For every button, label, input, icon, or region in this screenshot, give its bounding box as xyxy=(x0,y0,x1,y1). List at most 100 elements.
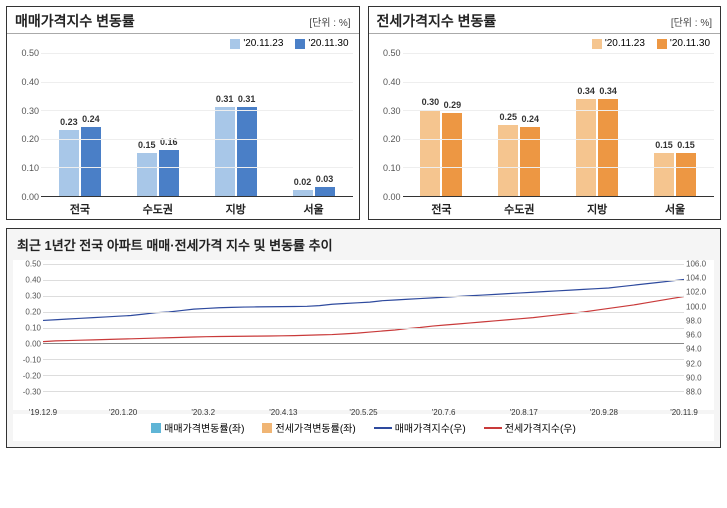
legend-item: 전세가격지수(우) xyxy=(484,420,576,435)
y-tick: 0.00 xyxy=(383,192,401,202)
legend-swatch xyxy=(484,427,502,429)
bar-value: 0.02 xyxy=(294,177,312,187)
bar: 0.03 xyxy=(315,187,335,196)
bar: 0.25 xyxy=(498,125,518,197)
bar-group: 0.020.03 xyxy=(275,53,353,196)
x-label: 수도권 xyxy=(119,201,197,217)
y-tick-left: 0.30 xyxy=(25,292,41,301)
bar-group: 0.340.34 xyxy=(558,53,636,196)
x-label: 전국 xyxy=(41,201,119,217)
legend-swatch xyxy=(262,423,272,433)
y-tick: 0.40 xyxy=(21,77,39,87)
legend-label: '20.11.23 xyxy=(243,38,283,49)
bar: 0.02 xyxy=(293,190,313,196)
chart-area: 0.000.100.200.300.400.50 0.230.240.150.1… xyxy=(7,49,359,219)
plot: 0.300.290.250.240.340.340.150.15 xyxy=(403,53,715,197)
chart-area: 0.000.100.200.300.400.50 0.300.290.250.2… xyxy=(369,49,721,219)
panel-title: 전세가격지수 변동률 xyxy=(377,11,497,31)
legend-label: 전세가격변동률(좌) xyxy=(275,420,355,435)
legend-item: 전세가격변동률(좌) xyxy=(262,420,355,435)
legend-item: '20.11.30 xyxy=(657,38,710,49)
x-labels: 전국수도권지방서울 xyxy=(403,201,715,217)
legend-label: '20.11.30 xyxy=(670,38,710,49)
bar: 0.16 xyxy=(159,150,179,196)
bar: 0.31 xyxy=(237,107,257,196)
bar: 0.24 xyxy=(81,127,101,196)
panel-header: 전세가격지수 변동률 [단위 : %] xyxy=(369,7,721,34)
y-tick-left: -0.10 xyxy=(23,356,41,365)
x-label: '20.8.17 xyxy=(510,408,538,417)
y-tick-left: 0.40 xyxy=(25,276,41,285)
bar-group: 0.310.31 xyxy=(197,53,275,196)
legend-swatch xyxy=(151,423,161,433)
y-tick-left: 0.20 xyxy=(25,308,41,317)
x-label: 전국 xyxy=(403,201,481,217)
x-labels: 전국수도권지방서울 xyxy=(41,201,353,217)
x-label: '20.5.25 xyxy=(349,408,377,417)
bar-value: 0.15 xyxy=(138,140,156,150)
bar-value: 0.25 xyxy=(500,112,518,122)
bar-value: 0.34 xyxy=(577,86,595,96)
bar-group: 0.150.15 xyxy=(636,53,714,196)
x-label: 지방 xyxy=(558,201,636,217)
y-tick: 0.00 xyxy=(21,192,39,202)
bar-value: 0.24 xyxy=(522,114,540,124)
panel-title: 최근 1년간 전국 아파트 매매·전세가격 지수 및 변동률 추이 xyxy=(7,229,720,260)
bar: 0.29 xyxy=(442,113,462,196)
y-tick: 0.10 xyxy=(21,163,39,173)
sale-price-panel: 매매가격지수 변동률 [단위 : %] '20.11.23 '20.11.30 0… xyxy=(6,6,360,220)
y-tick: 0.40 xyxy=(383,77,401,87)
y-axis-left: 0.500.400.300.200.100.00-0.10-0.20-0.30 xyxy=(13,264,43,392)
legend-item: '20.11.23 xyxy=(592,38,645,49)
legend-swatch xyxy=(657,39,667,49)
y-tick-right: 88.0 xyxy=(686,388,702,397)
y-axis: 0.000.100.200.300.400.50 xyxy=(13,53,41,197)
plot: 0.230.240.150.160.310.310.020.03 xyxy=(41,53,353,197)
legend: '20.11.23 '20.11.30 xyxy=(7,34,359,49)
panel-unit: [단위 : %] xyxy=(309,14,350,29)
panel-title: 매매가격지수 변동률 xyxy=(15,11,135,31)
y-axis-right: 106.0104.0102.0100.098.096.094.092.090.0… xyxy=(684,264,714,392)
legend-swatch xyxy=(374,427,392,429)
y-tick: 0.30 xyxy=(383,106,401,116)
y-tick-right: 98.0 xyxy=(686,316,702,325)
trend-panel: 최근 1년간 전국 아파트 매매·전세가격 지수 및 변동률 추이 0.50 0.… xyxy=(6,228,721,448)
x-label: 서울 xyxy=(275,201,353,217)
bar: 0.34 xyxy=(598,99,618,196)
x-label: 지방 xyxy=(197,201,275,217)
bar-group: 0.150.16 xyxy=(119,53,197,196)
legend-item: '20.11.23 xyxy=(230,38,283,49)
y-tick: 0.50 xyxy=(383,48,401,58)
legend-label: 매매가격지수(우) xyxy=(395,420,466,435)
trend-chart: 0.500.400.300.200.100.00-0.10-0.20-0.30 … xyxy=(13,260,714,410)
y-tick-left: 0.10 xyxy=(25,324,41,333)
y-tick-left: 0.50 xyxy=(25,260,41,269)
legend-label: '20.11.30 xyxy=(308,38,348,49)
root: 매매가격지수 변동률 [단위 : %] '20.11.23 '20.11.30 0… xyxy=(0,0,727,454)
y-tick-left: 0.00 xyxy=(25,340,41,349)
y-tick: 0.10 xyxy=(383,163,401,173)
legend-swatch xyxy=(230,39,240,49)
legend-label: 전세가격지수(우) xyxy=(505,420,576,435)
panel-unit: [단위 : %] xyxy=(671,14,712,29)
y-tick: 0.30 xyxy=(21,106,39,116)
y-axis: 0.000.100.200.300.400.50 xyxy=(375,53,403,197)
y-tick-right: 94.0 xyxy=(686,345,702,354)
y-tick: 0.20 xyxy=(21,134,39,144)
x-label: '20.9.28 xyxy=(590,408,618,417)
legend-item: 매매가격변동률(좌) xyxy=(151,420,244,435)
legend-label: 매매가격변동률(좌) xyxy=(164,420,244,435)
bar-value: 0.30 xyxy=(422,97,440,107)
y-tick-left: -0.20 xyxy=(23,372,41,381)
bar-group: 0.25 0.24 xyxy=(480,53,558,196)
y-tick-right: 102.0 xyxy=(686,288,706,297)
plot xyxy=(43,264,684,392)
bar: 0.15 xyxy=(654,153,674,196)
x-label: 수도권 xyxy=(480,201,558,217)
legend-label: '20.11.23 xyxy=(605,38,645,49)
legend: '20.11.23 '20.11.30 xyxy=(369,34,721,49)
y-tick: 0.20 xyxy=(383,134,401,144)
bar-group: 0.300.29 xyxy=(403,53,481,196)
y-tick-right: 96.0 xyxy=(686,331,702,340)
bar: 0.34 xyxy=(576,99,596,196)
